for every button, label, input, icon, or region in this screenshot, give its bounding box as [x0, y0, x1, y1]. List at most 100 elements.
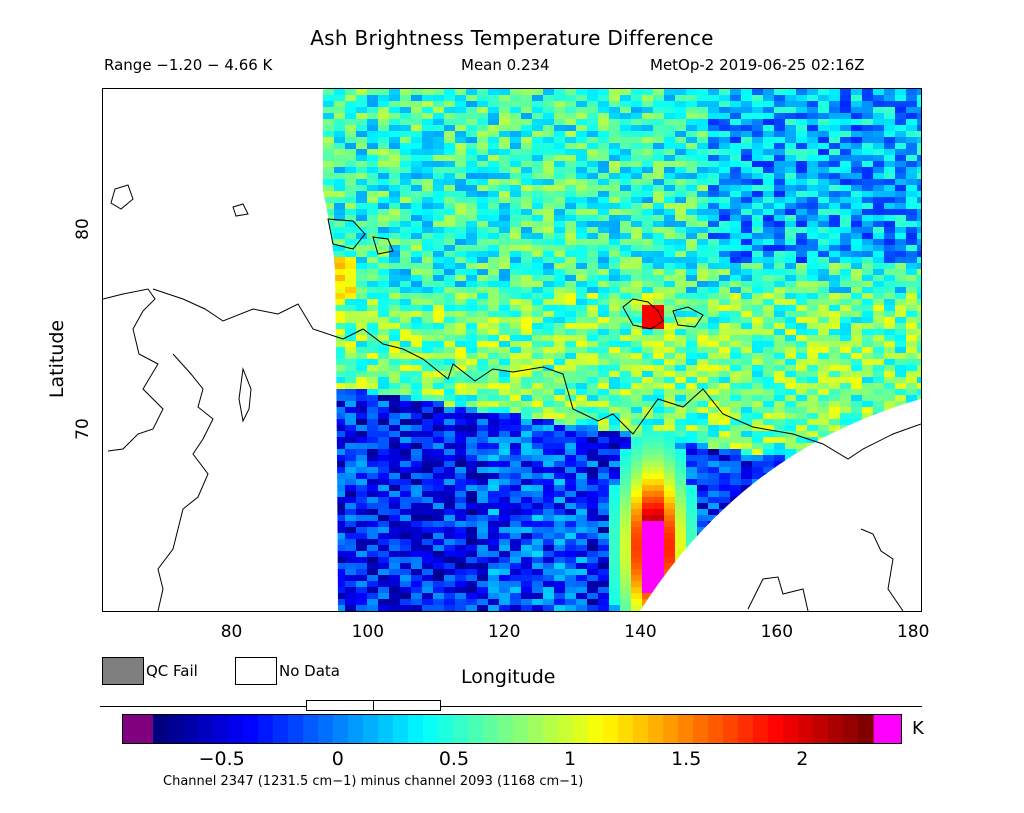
swath-pixel	[433, 137, 445, 144]
swath-pixel	[862, 119, 874, 126]
swath-pixel	[840, 149, 852, 156]
swath-pixel	[906, 551, 918, 558]
swath-pixel	[433, 323, 445, 330]
swath-pixel	[785, 305, 797, 312]
swath-pixel	[356, 485, 368, 492]
swath-pixel	[433, 149, 445, 156]
swath-pixel	[862, 131, 874, 138]
swath-pixel	[378, 131, 390, 138]
swath-pixel	[807, 425, 819, 432]
swath-pixel	[356, 509, 368, 516]
swath-pixel	[631, 119, 643, 126]
swath-pixel	[576, 233, 588, 240]
swath-pixel	[334, 161, 346, 168]
swath-pixel	[818, 173, 830, 180]
swath-pixel	[576, 401, 588, 408]
swath-pixel	[873, 407, 885, 414]
swath-pixel	[631, 293, 643, 300]
swath-pixel	[752, 89, 764, 96]
swath-pixel	[697, 167, 709, 174]
swath-pixel	[620, 89, 632, 96]
swath-pixel	[917, 515, 921, 522]
swath-pixel	[521, 191, 533, 198]
swath-pixel	[895, 461, 907, 468]
swath-pixel	[818, 263, 830, 270]
swath-pixel	[521, 179, 533, 186]
swath-pixel	[895, 383, 907, 390]
swath-pixel	[543, 113, 555, 120]
swath-pixel	[609, 275, 621, 282]
swath-pixel	[389, 311, 401, 318]
swath-pixel	[752, 353, 764, 360]
swath-pixel	[730, 335, 742, 342]
swath-pixel	[752, 173, 764, 180]
swath-pixel	[543, 125, 555, 132]
swath-pixel	[774, 239, 786, 246]
swath-pixel	[620, 107, 632, 114]
swath-pixel	[807, 299, 819, 306]
swath-pixel	[873, 341, 885, 348]
qc-fail-label: QC Fail	[146, 662, 198, 680]
swath-pixel	[807, 89, 819, 96]
swath-pixel	[785, 311, 797, 318]
swath-pixel	[763, 545, 775, 552]
swath-pixel	[323, 317, 335, 324]
swath-pixel	[917, 407, 921, 414]
swath-pixel	[642, 539, 654, 546]
swath-pixel	[543, 269, 555, 276]
swath-pixel	[400, 413, 412, 420]
swath-pixel	[587, 419, 599, 426]
swath-pixel	[763, 359, 775, 366]
swath-pixel	[389, 185, 401, 192]
swath-pixel	[840, 323, 852, 330]
swath-pixel	[840, 599, 852, 606]
swath-pixel	[620, 491, 632, 498]
swath-pixel	[576, 443, 588, 450]
swath-pixel	[345, 221, 357, 228]
swath-pixel	[389, 605, 401, 611]
swath-pixel	[719, 377, 731, 384]
swath-pixel	[400, 431, 412, 438]
swath-pixel	[697, 155, 709, 162]
swath-pixel	[565, 401, 577, 408]
swath-pixel	[774, 335, 786, 342]
swath-pixel	[818, 419, 830, 426]
swath-pixel	[422, 575, 434, 582]
swath-pixel	[796, 173, 808, 180]
channel-description: Channel 2347 (1231.5 cm−1) minus channel…	[163, 774, 584, 789]
swath-pixel	[323, 113, 335, 120]
swath-pixel	[895, 365, 907, 372]
swath-pixel	[906, 311, 918, 318]
swath-pixel	[554, 341, 566, 348]
swath-pixel	[587, 311, 599, 318]
swath-pixel	[334, 149, 346, 156]
swath-pixel	[532, 227, 544, 234]
swath-pixel	[675, 389, 687, 396]
swath-pixel	[840, 425, 852, 432]
swath-pixel	[752, 275, 764, 282]
swath-pixel	[653, 425, 665, 432]
swath-pixel	[411, 551, 423, 558]
swath-pixel	[840, 575, 852, 582]
swath-pixel	[774, 539, 786, 546]
swath-pixel	[510, 521, 522, 528]
swath-pixel	[796, 185, 808, 192]
swath-pixel	[697, 569, 709, 576]
swath-pixel	[598, 587, 610, 594]
swath-pixel	[829, 599, 841, 606]
swath-pixel	[510, 149, 522, 156]
swath-pixel	[840, 215, 852, 222]
swath-pixel	[389, 113, 401, 120]
swath-pixel	[576, 365, 588, 372]
swath-pixel	[697, 359, 709, 366]
swath-pixel	[686, 539, 698, 546]
swath-pixel	[521, 173, 533, 180]
swath-pixel	[521, 539, 533, 546]
swath-pixel	[818, 251, 830, 258]
swath-pixel	[345, 209, 357, 216]
swath-pixel	[477, 419, 489, 426]
swath-pixel	[444, 149, 456, 156]
swath-pixel	[851, 341, 863, 348]
swath-pixel	[741, 455, 753, 462]
swath-pixel	[598, 455, 610, 462]
